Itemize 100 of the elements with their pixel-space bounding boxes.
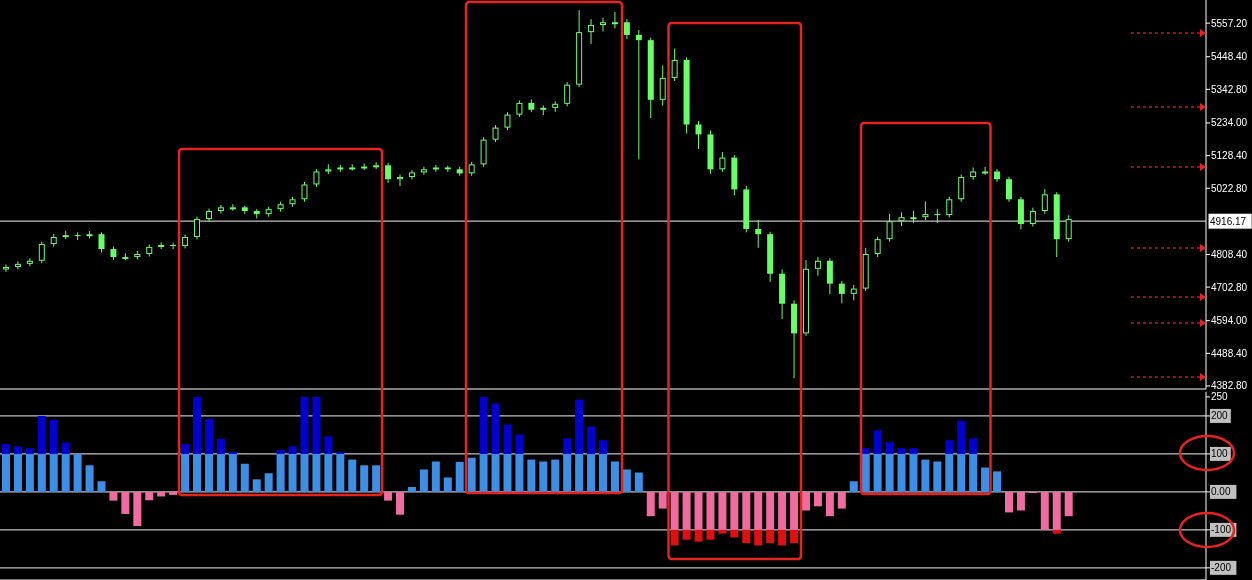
bar [575,399,584,454]
bar [324,436,333,454]
bar [419,469,428,492]
bar [288,446,297,454]
y-tick-label: 100 [1211,448,1229,460]
bar [1,444,10,454]
candlestick [826,257,833,295]
bar [766,491,775,530]
bar [49,419,58,454]
bar [563,453,572,492]
bar [431,461,440,492]
candlestick [838,280,845,304]
candlestick [301,181,308,203]
bar [97,481,106,492]
bar [957,453,966,492]
bar [837,491,846,509]
bar [443,477,452,492]
bar [181,444,190,454]
bar [742,529,751,544]
bar [527,459,536,492]
bar [85,465,94,492]
bar [491,453,500,492]
candlestick [611,11,618,29]
bar [694,491,703,530]
bar [861,453,870,492]
bar [479,453,488,492]
bar [204,418,213,454]
bar [897,453,906,492]
bar [491,403,500,454]
bar [563,438,572,454]
candlestick [194,216,201,240]
candlestick [659,65,666,107]
bar [933,461,942,492]
bar [849,481,858,492]
y-tick-label: 4702.80 [1211,281,1248,293]
bar [909,453,918,492]
bar [407,486,416,492]
y-tick-label: -200 [1211,562,1232,574]
bar [861,448,870,454]
candlestick [26,257,33,267]
candlestick [38,241,45,264]
candlestick [564,81,571,107]
bar [825,491,834,517]
y-tick-label: 5022.80 [1211,182,1248,194]
bar [646,491,655,517]
bar [921,459,930,492]
bar [288,453,297,492]
bar [539,461,548,492]
candlestick [397,174,404,187]
bar [109,491,118,501]
bar [216,453,225,492]
bar [300,453,309,492]
candlestick [14,260,21,270]
candlestick [874,236,881,258]
y-tick-label: 5128.40 [1211,150,1248,162]
bar [503,424,512,454]
y-tick-label: 5557.20 [1211,17,1248,29]
candlestick [623,18,630,40]
bar [1004,491,1013,513]
bar [718,529,727,534]
bar [455,461,464,492]
bar [993,471,1002,492]
bar [467,457,476,492]
bar [384,491,393,501]
bar [240,463,249,492]
bar [312,453,321,492]
bar [1052,529,1061,534]
candlestick [385,162,392,184]
candlestick [600,17,606,33]
bar [372,465,381,492]
bar [1016,491,1025,511]
bar [873,430,882,454]
bar [885,442,894,454]
bar [658,491,667,509]
bar [360,465,369,492]
bar [742,491,751,530]
bar [312,396,321,454]
bar [587,453,596,492]
candlestick [934,208,941,224]
bar [754,491,763,530]
bar [694,529,703,542]
bar [706,491,715,530]
bar [622,469,631,492]
bar [169,491,178,495]
candlestick [170,242,177,250]
candlestick [635,29,642,160]
y-tick-label: 5448.40 [1211,51,1248,63]
bar [610,461,619,492]
y-tick-label: 0.00 [1211,486,1231,498]
bar [73,453,82,492]
bar [969,453,978,492]
bar [13,453,22,492]
y-tick-label: 4594.00 [1211,315,1248,327]
bar [718,491,727,530]
candlestick [922,200,929,221]
bar [515,434,524,454]
bar [503,453,512,492]
bar [682,491,691,530]
candlestick [671,48,678,82]
candlestick [958,174,965,203]
